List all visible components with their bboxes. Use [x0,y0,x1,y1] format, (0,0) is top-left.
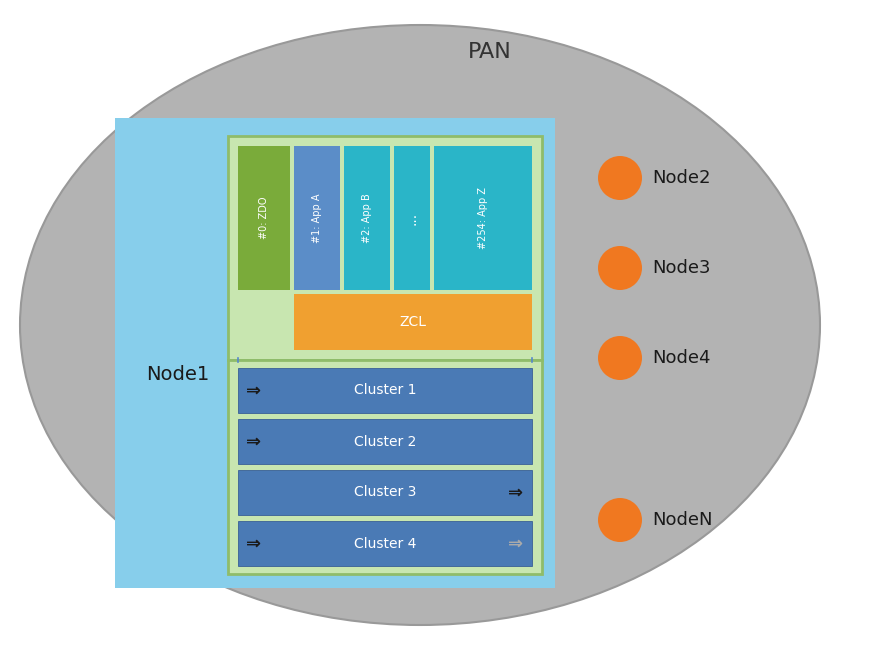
Text: ⇒: ⇒ [508,484,523,502]
Text: Cluster 1: Cluster 1 [353,384,416,397]
Text: ⇒: ⇒ [246,433,261,450]
Circle shape [597,156,641,200]
Bar [238,470,531,515]
Text: ⇒: ⇒ [246,381,261,399]
Bar [433,146,531,290]
Bar [294,294,531,350]
Text: Node4: Node4 [652,349,709,367]
Circle shape [597,498,641,542]
Text: PAN: PAN [467,42,511,62]
Bar [344,146,389,290]
Text: #1: App A: #1: App A [311,194,322,243]
Text: ⇒: ⇒ [508,535,523,553]
Bar [394,146,430,290]
FancyBboxPatch shape [228,136,541,360]
Bar [294,146,339,290]
Text: Node3: Node3 [652,259,709,277]
Bar [238,521,531,566]
Text: Cluster 3: Cluster 3 [353,486,416,499]
Text: Cluster 2: Cluster 2 [353,435,416,448]
Text: #0: ZDO: #0: ZDO [259,197,268,239]
Text: #2: App B: #2: App B [361,193,372,243]
Text: Node2: Node2 [652,169,709,187]
Circle shape [597,336,641,380]
Text: Node1: Node1 [146,366,210,384]
Text: #254: App Z: #254: App Z [477,187,488,249]
Text: ...: ... [404,212,418,224]
Text: ⇒: ⇒ [246,535,261,553]
FancyBboxPatch shape [228,360,541,574]
Text: NodeN: NodeN [652,511,712,529]
Circle shape [597,246,641,290]
Bar [115,118,554,588]
Bar [238,368,531,413]
Bar [238,146,289,290]
Bar [238,419,531,464]
Text: Cluster 4: Cluster 4 [353,537,416,550]
Text: ZCL: ZCL [399,315,426,329]
Ellipse shape [20,25,819,625]
